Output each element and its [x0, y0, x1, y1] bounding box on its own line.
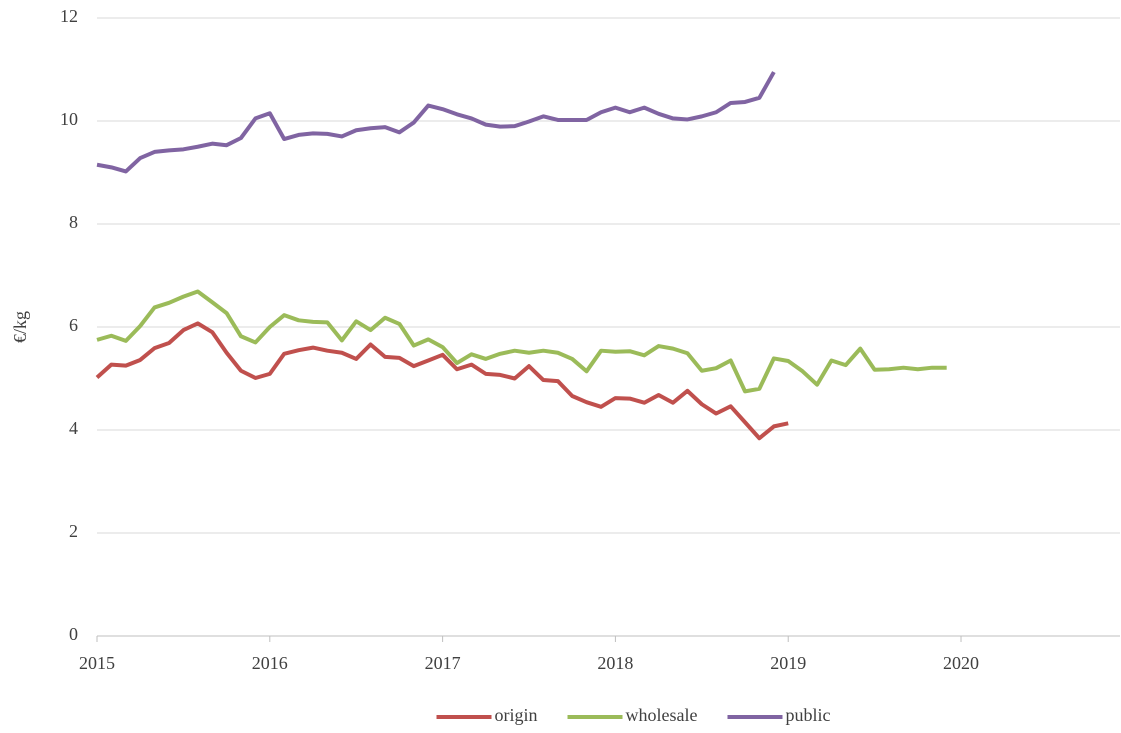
y-tick-label: 10 [60, 109, 78, 129]
line-public [96, 71, 776, 174]
x-tick-label: 2018 [597, 653, 633, 673]
y-tick-label: 6 [69, 315, 78, 335]
line-origin [95, 321, 789, 441]
y-tick-label: 8 [69, 212, 78, 232]
x-tick-label: 2015 [79, 653, 115, 673]
x-tick-label: 2016 [252, 653, 288, 673]
y-tick-label: 4 [69, 418, 78, 438]
legend-label: wholesale [626, 705, 698, 725]
line-wholesale [96, 289, 947, 394]
y-tick-label: 12 [60, 6, 78, 26]
y-tick-label: 2 [69, 521, 78, 541]
legend-label: public [785, 705, 830, 725]
x-tick-label: 2019 [770, 653, 806, 673]
y-axis-label: €/kg [10, 311, 30, 343]
legend-label: origin [495, 705, 538, 725]
x-tick-label: 2017 [425, 653, 461, 673]
x-tick-label: 2020 [943, 653, 979, 673]
y-tick-label: 0 [69, 624, 78, 644]
